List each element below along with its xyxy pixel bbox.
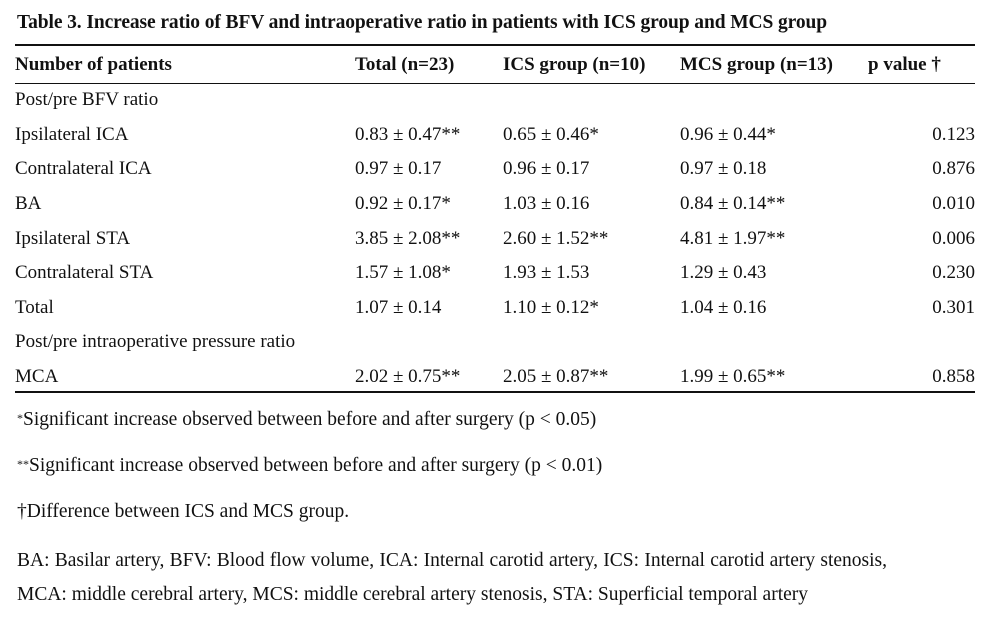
table-row: BA 0.92 ± 0.17* 1.03 ± 0.16 0.84 ± 0.14** 0.…	[15, 187, 975, 222]
column-header: ICS group (n=10)	[503, 53, 646, 75]
column-header: MCS group (n=13)	[680, 53, 833, 75]
cell-p-value: 0.230	[932, 262, 975, 284]
cell-p-value: 0.858	[932, 366, 975, 388]
cell-p-value: 0.006	[932, 227, 975, 249]
cell-mcs: 1.04 ± 0.16	[680, 296, 767, 318]
cell-p-value: 0.301	[932, 296, 975, 318]
cell-p-value: 0.123	[932, 123, 975, 145]
table-body: Post/pre BFV ratio Ipsilateral ICA 0.83 ± …	[15, 83, 975, 394]
table-row: MCA 2.02 ± 0.75** 2.05 ± 0.87** 1.99 ± 0.65…	[15, 360, 975, 395]
cell-ics: 0.65 ± 0.46*	[503, 123, 599, 145]
section-row: Post/pre intraoperative pressure ratio	[15, 325, 975, 360]
row-label: BA	[15, 193, 42, 215]
cell-ics: 1.93 ± 1.53	[503, 262, 590, 284]
cell-mcs: 1.99 ± 0.65**	[680, 366, 786, 388]
column-header: Total (n=23)	[355, 53, 455, 75]
column-header: p value †	[868, 53, 941, 75]
row-label: MCA	[15, 366, 59, 388]
section-title: Post/pre BFV ratio	[15, 89, 159, 111]
cell-ics: 2.60 ± 1.52**	[503, 227, 609, 249]
cell-total: 1.57 ± 1.08*	[355, 262, 451, 284]
cell-total: 0.83 ± 0.47**	[355, 123, 461, 145]
cell-mcs: 1.29 ± 0.43	[680, 262, 767, 284]
cell-mcs: 0.84 ± 0.14**	[680, 193, 786, 215]
row-label: Total	[15, 296, 54, 318]
section-row: Post/pre BFV ratio	[15, 83, 975, 118]
table-row: Contralateral STA 1.57 ± 1.08* 1.93 ± 1.53…	[15, 256, 975, 291]
table-row: Ipsilateral STA 3.85 ± 2.08** 2.60 ± 1.52*…	[15, 221, 975, 256]
footnote-text: Significant increase observed between be…	[23, 409, 597, 430]
cell-ics: 0.96 ± 0.17	[503, 158, 590, 180]
footnote-mark: *	[17, 411, 23, 425]
table-notes: *Significant increase observed between b…	[17, 402, 887, 612]
cell-p-value: 0.010	[932, 193, 975, 215]
cell-mcs: 0.97 ± 0.18	[680, 158, 767, 180]
footnote-mark: **	[17, 457, 29, 471]
cell-p-value: 0.876	[932, 158, 975, 180]
column-header: Number of patients	[15, 53, 172, 75]
table-caption: Table 3. Increase ratio of BFV and intra…	[17, 12, 828, 33]
cell-total: 3.85 ± 2.08**	[355, 227, 461, 249]
row-label: Ipsilateral ICA	[15, 123, 129, 145]
row-label: Ipsilateral STA	[15, 227, 131, 249]
header-row: Number of patients Total (n=23) ICS grou…	[15, 46, 975, 83]
table-row: Ipsilateral ICA 0.83 ± 0.47** 0.65 ± 0.46*…	[15, 118, 975, 153]
section-title: Post/pre intraoperative pressure ratio	[15, 331, 296, 353]
table-row: Total 1.07 ± 0.14 1.10 ± 0.12* 1.04 ± 0.16 0…	[15, 291, 975, 326]
row-label: Contralateral STA	[15, 262, 154, 284]
footnote-double-asterisk: **Significant increase observed between …	[17, 448, 887, 494]
top-rule	[15, 44, 975, 46]
cell-total: 0.97 ± 0.17	[355, 158, 442, 180]
cell-ics: 2.05 ± 0.87**	[503, 366, 609, 388]
footnote-single-asterisk: *Significant increase observed between b…	[17, 402, 887, 448]
results-table: Number of patients Total (n=23) ICS grou…	[15, 46, 975, 394]
cell-total: 1.07 ± 0.14	[355, 296, 442, 318]
cell-total: 2.02 ± 0.75**	[355, 366, 461, 388]
table-row: Contralateral ICA 0.97 ± 0.17 0.96 ± 0.17 0…	[15, 152, 975, 187]
cell-ics: 1.10 ± 0.12*	[503, 296, 599, 318]
bottom-rule	[15, 391, 975, 393]
header-rule	[15, 83, 975, 84]
abbreviations-note: BA: Basilar artery, BFV: Blood flow volu…	[17, 550, 887, 605]
cell-mcs: 0.96 ± 0.44*	[680, 123, 776, 145]
cell-mcs: 4.81 ± 1.97**	[680, 227, 786, 249]
footnote-text: Significant increase observed between be…	[29, 455, 603, 476]
cell-ics: 1.03 ± 0.16	[503, 193, 590, 215]
row-label: Contralateral ICA	[15, 158, 152, 180]
footnote-dagger: †Difference between ICS and MCS group.	[17, 501, 350, 522]
cell-total: 0.92 ± 0.17*	[355, 193, 451, 215]
